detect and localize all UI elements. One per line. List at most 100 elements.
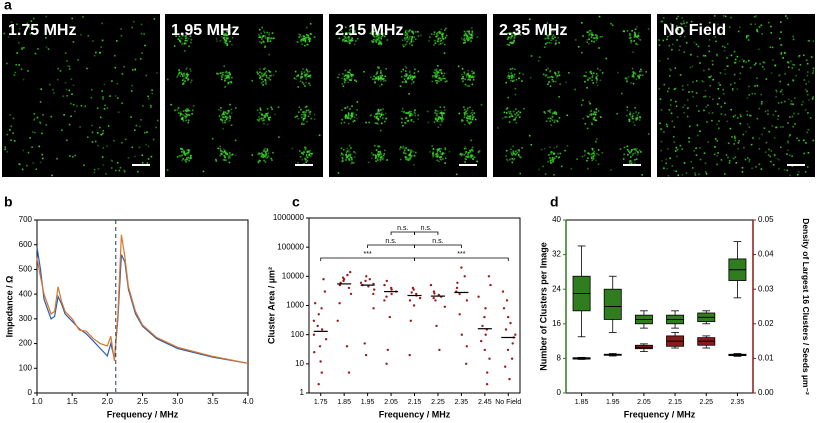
cell-dot: [170, 103, 172, 106]
cell-dot: [545, 37, 548, 39]
cell-dot: [271, 108, 273, 110]
cell-dot: [733, 50, 736, 53]
cell-dot: [595, 159, 597, 162]
cell-dot: [354, 30, 356, 32]
cell-dot: [467, 107, 469, 110]
cell-dot: [518, 149, 520, 151]
cell-dot: [33, 118, 36, 120]
cell-dot: [518, 154, 520, 157]
cell-dot: [757, 31, 759, 33]
cell-dot: [300, 113, 303, 116]
cell-dot: [301, 151, 304, 154]
cell-dot: [104, 104, 106, 107]
cell-dot: [556, 145, 558, 148]
cell-dot: [178, 69, 180, 71]
cell-dot: [734, 114, 736, 117]
cell-dot: [189, 68, 191, 70]
cell-dot: [629, 162, 631, 164]
cell-dot: [517, 153, 520, 156]
cell-dot: [265, 76, 268, 78]
cell-dot: [344, 116, 347, 118]
cell-dot: [796, 137, 798, 140]
cell-dot: [629, 33, 631, 35]
cell-dot: [405, 81, 407, 83]
cell-dot: [306, 69, 308, 72]
cell-dot: [265, 114, 267, 117]
cell-dot: [264, 150, 267, 153]
cell-dot: [378, 66, 381, 68]
cell-dot: [511, 80, 514, 82]
cell-dot: [223, 33, 225, 35]
cell-dot: [709, 21, 711, 24]
cell-dot: [303, 111, 306, 113]
cell-dot: [413, 164, 415, 166]
cell-dot: [176, 109, 179, 111]
cell-dot: [380, 76, 382, 79]
cell-dot: [554, 36, 556, 38]
cell-dot: [803, 79, 806, 81]
cell-dot: [637, 152, 639, 154]
cell-dot: [356, 117, 359, 120]
cell-dot: [403, 110, 405, 113]
cell-dot: [399, 146, 402, 148]
cell-dot: [436, 74, 438, 76]
cell-dot: [50, 115, 53, 118]
cell-dot: [375, 39, 377, 42]
cell-dot: [307, 156, 309, 159]
cell-dot: [341, 160, 343, 163]
cell-dot: [410, 83, 413, 85]
cell-dot: [178, 72, 180, 75]
cell-dot: [658, 60, 661, 62]
cell-dot: [385, 117, 387, 120]
cell-dot: [755, 166, 757, 168]
cell-dot: [518, 72, 521, 75]
cell-dot: [3, 32, 6, 35]
cell-dot: [182, 114, 184, 116]
cell-dot: [473, 75, 476, 77]
cell-dot: [222, 151, 225, 154]
cell-dot: [443, 112, 446, 115]
cell-dot: [176, 156, 179, 158]
cell-dot: [699, 130, 701, 132]
cell-dot: [144, 131, 146, 134]
cell-dot: [186, 157, 188, 159]
box: [603, 288, 622, 320]
cell-dot: [807, 40, 810, 42]
cell-dot: [378, 36, 381, 38]
cell-dot: [725, 65, 728, 67]
panel-label: a: [4, 0, 12, 13]
cell-dot: [771, 125, 774, 127]
cell-dot: [439, 112, 441, 115]
cell-dot: [549, 111, 551, 114]
cell-dot: [224, 151, 227, 154]
cell-dot: [407, 120, 409, 122]
cell-dot: [375, 73, 378, 76]
cell-dot: [177, 74, 179, 76]
cell-dot: [695, 43, 698, 46]
cell-dot: [347, 116, 350, 119]
cell-dot: [676, 155, 678, 158]
cell-dot: [407, 112, 410, 114]
cell-dot: [558, 41, 560, 44]
cell-dot: [470, 118, 473, 121]
cell-dot: [436, 80, 438, 82]
cell-dot: [192, 105, 195, 107]
cell-dot: [552, 151, 554, 154]
cell-dot: [459, 153, 462, 156]
cell-dot: [733, 135, 736, 138]
cell-dot: [776, 90, 778, 93]
cell-dot: [225, 33, 227, 35]
cell-dot: [226, 44, 228, 47]
cell-dot: [264, 45, 267, 47]
cell-dot: [345, 37, 348, 40]
cell-dot: [736, 117, 739, 119]
cell-dot: [671, 48, 673, 51]
cell-dot: [216, 40, 218, 43]
cell-dot: [593, 37, 595, 39]
cell-dot: [181, 116, 184, 119]
cell-dot: [151, 89, 153, 91]
cell-dot: [427, 121, 430, 124]
cell-dot: [229, 156, 231, 159]
cell-dot: [304, 114, 307, 117]
cell-dot: [720, 106, 723, 108]
